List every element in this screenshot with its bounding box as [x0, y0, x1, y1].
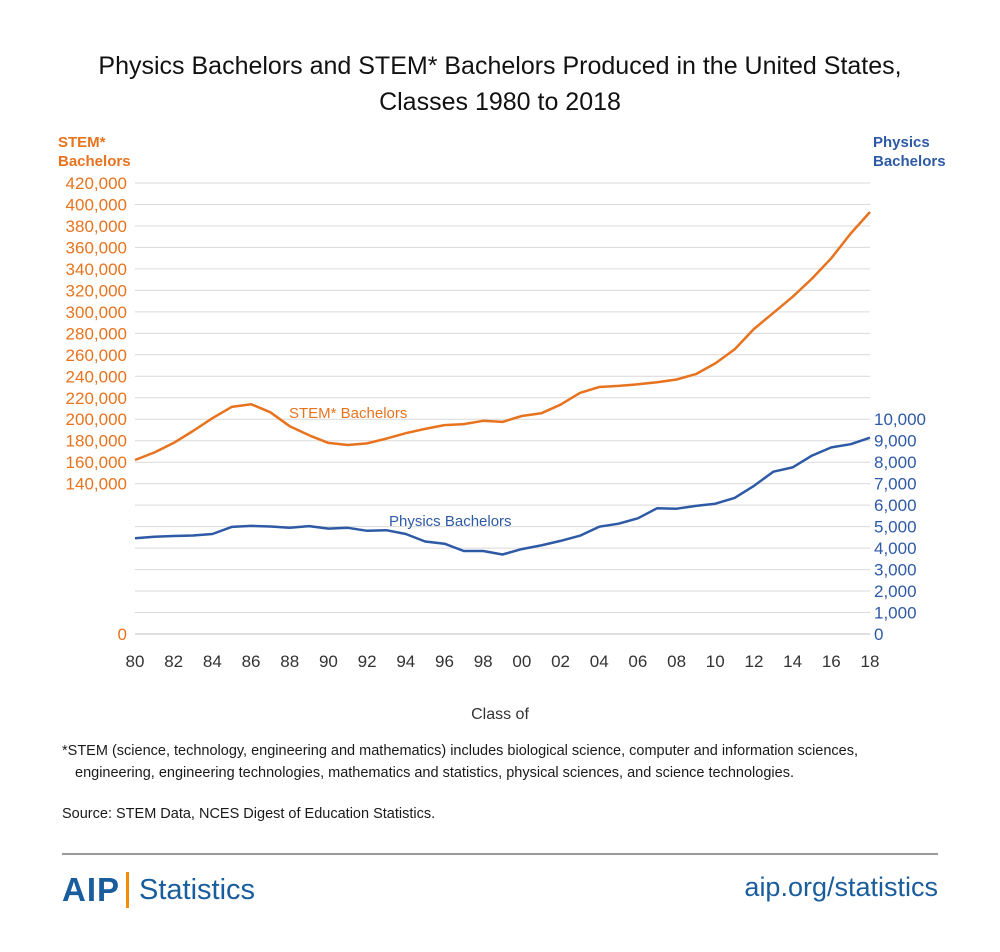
- left-tick-label: 360,000: [66, 238, 127, 257]
- aip-statistics-logo: AIP Statistics: [62, 868, 255, 912]
- x-tick-label: 94: [396, 652, 415, 671]
- x-tick-label: 90: [319, 652, 338, 671]
- right-tick-label: 5,000: [874, 518, 917, 537]
- left-tick-label: 300,000: [66, 303, 127, 322]
- left-tick-label: 280,000: [66, 324, 127, 343]
- x-tick-label: 08: [667, 652, 686, 671]
- right-tick-label: 6,000: [874, 496, 917, 515]
- x-axis-ticks: 80 82 84 86 88 90 92 94 96 98 00 02 04 06 08 10 12 14 16 18: [126, 652, 880, 671]
- left-tick-label: 420,000: [66, 174, 127, 193]
- x-tick-label: 02: [551, 652, 570, 671]
- x-tick-label: 06: [628, 652, 647, 671]
- x-tick-label: 86: [242, 652, 261, 671]
- left-axis-label-line-2: Bachelors: [58, 153, 131, 170]
- x-tick-label: 84: [203, 652, 222, 671]
- right-tick-label: 8,000: [874, 453, 917, 472]
- x-tick-label: 96: [435, 652, 454, 671]
- footnote-line-2: engineering, engineering technologies, m…: [75, 765, 794, 781]
- stem-series-annotation: STEM* Bachelors: [289, 405, 407, 422]
- logo-separator: [126, 872, 130, 908]
- footnote: *STEM (science, technology, engineering …: [62, 740, 962, 784]
- physics-series-annotation: Physics Bachelors: [389, 513, 512, 530]
- x-tick-label: 92: [358, 652, 377, 671]
- x-tick-label: 16: [822, 652, 841, 671]
- source-note: Source: STEM Data, NCES Digest of Educat…: [62, 806, 436, 822]
- dual-axis-line-chart: 0 140,000 160,000 180,000 200,000 220,000 240,…: [58, 134, 946, 723]
- x-axis-label: Class of: [471, 706, 529, 723]
- right-tick-label: 9,000: [874, 432, 917, 451]
- chart-title-line-2: Classes 1980 to 2018: [379, 88, 621, 116]
- left-axis-label-line-1: STEM*: [58, 134, 106, 151]
- left-tick-label: 320,000: [66, 281, 127, 300]
- stem-series-line: [134, 211, 871, 462]
- left-tick-label: 240,000: [66, 367, 127, 386]
- x-tick-label: 98: [474, 652, 493, 671]
- right-axis-label-line-1: Physics: [873, 134, 930, 151]
- logo-mark: AIP: [62, 871, 121, 908]
- left-tick-label: 0: [118, 625, 127, 644]
- left-tick-label: 200,000: [66, 410, 127, 429]
- left-tick-label: 380,000: [66, 217, 127, 236]
- x-tick-label: 10: [706, 652, 725, 671]
- right-tick-label: 1,000: [874, 604, 917, 623]
- x-tick-label: 12: [744, 652, 763, 671]
- right-axis-ticks: 0 1,000 2,000 3,000 4,000 5,000 6,000 7,000 8,00…: [874, 410, 926, 644]
- left-tick-label: 260,000: [66, 346, 127, 365]
- right-tick-label: 0: [874, 625, 883, 644]
- left-tick-label: 180,000: [66, 432, 127, 451]
- left-axis-ticks: 0 140,000 160,000 180,000 200,000 220,000 240,…: [66, 174, 127, 644]
- right-axis-label-line-2: Bachelors: [873, 153, 946, 170]
- x-tick-label: 82: [164, 652, 183, 671]
- gridlines: [135, 182, 870, 635]
- x-tick-label: 80: [126, 652, 145, 671]
- left-tick-label: 160,000: [66, 453, 127, 472]
- x-tick-label: 04: [590, 652, 609, 671]
- chart-title-line-1: Physics Bachelors and STEM* Bachelors Pr…: [98, 52, 902, 80]
- right-tick-label: 10,000: [874, 410, 926, 429]
- left-tick-label: 220,000: [66, 389, 127, 408]
- x-tick-label: 00: [512, 652, 531, 671]
- right-tick-label: 7,000: [874, 475, 917, 494]
- footer-url: aip.org/statistics: [744, 872, 938, 902]
- left-tick-label: 340,000: [66, 260, 127, 279]
- left-tick-label: 140,000: [66, 475, 127, 494]
- right-tick-label: 2,000: [874, 582, 917, 601]
- x-tick-label: 18: [861, 652, 880, 671]
- footnote-line-1: *STEM (science, technology, engineering …: [62, 743, 859, 759]
- left-tick-label: 400,000: [66, 195, 127, 214]
- series-lines: [134, 211, 871, 556]
- logo-wordmark: Statistics: [139, 873, 256, 906]
- x-tick-label: 88: [280, 652, 299, 671]
- footer-divider: [62, 853, 938, 855]
- right-tick-label: 3,000: [874, 561, 917, 580]
- chart-title: Physics Bachelors and STEM* Bachelors Pr…: [0, 48, 1000, 120]
- physics-series-line: [134, 436, 871, 556]
- right-tick-label: 4,000: [874, 539, 917, 558]
- x-tick-label: 14: [783, 652, 802, 671]
